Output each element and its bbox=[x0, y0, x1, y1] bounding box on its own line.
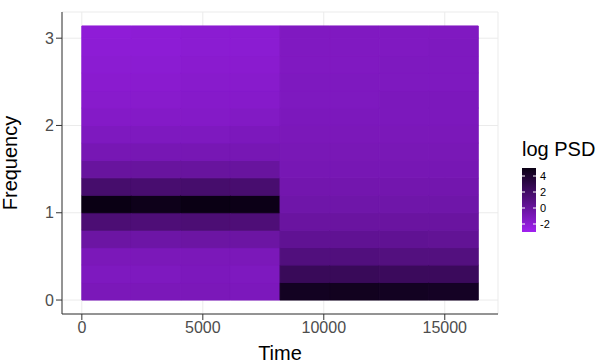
svg-text:2: 2 bbox=[540, 186, 546, 198]
svg-text:2: 2 bbox=[45, 117, 54, 134]
svg-text:0: 0 bbox=[45, 292, 54, 309]
svg-text:3: 3 bbox=[45, 30, 54, 47]
svg-text:-2: -2 bbox=[540, 218, 550, 230]
svg-text:Time: Time bbox=[258, 342, 302, 364]
svg-text:15000: 15000 bbox=[423, 319, 468, 336]
svg-text:log PSD: log PSD bbox=[522, 138, 595, 160]
svg-text:5000: 5000 bbox=[185, 319, 221, 336]
svg-text:4: 4 bbox=[540, 170, 546, 182]
svg-text:0: 0 bbox=[77, 319, 86, 336]
svg-text:Frequency: Frequency bbox=[0, 116, 21, 211]
svg-text:1: 1 bbox=[45, 204, 54, 221]
svg-text:0: 0 bbox=[540, 202, 546, 214]
svg-text:10000: 10000 bbox=[302, 319, 347, 336]
